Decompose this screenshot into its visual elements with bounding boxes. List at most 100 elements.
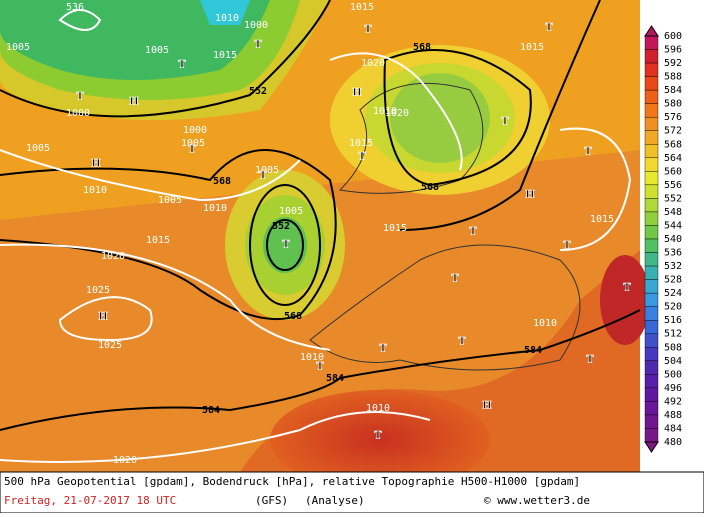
colorbar-label: 552	[664, 193, 682, 204]
colorbar-label: 480	[664, 437, 682, 448]
isoline-label: 536	[66, 2, 84, 13]
colorbar-label: 588	[664, 72, 682, 83]
isoline-label: 1015	[383, 223, 407, 234]
high-marker: H	[525, 190, 534, 201]
isoline-label: 552	[272, 221, 290, 232]
colorbar-band	[644, 265, 659, 280]
colorbar-label: 568	[664, 139, 682, 150]
colorbar-label: 592	[664, 58, 682, 69]
low-marker: T	[358, 152, 366, 163]
colorbar-label: 580	[664, 99, 682, 110]
isoline-label: 1015	[146, 235, 170, 246]
colorbar-label: 584	[664, 85, 682, 96]
isoline-label: 1005	[158, 195, 182, 206]
isoline-label: 1005	[279, 206, 303, 217]
isoline-label: 1005	[26, 143, 50, 154]
colorbar-label: 504	[664, 356, 682, 367]
low-marker: T	[364, 25, 372, 36]
isoline-label: 568	[284, 311, 302, 322]
isoline-label: 1000	[66, 108, 90, 119]
colorbar-band	[644, 414, 659, 429]
low-marker: T	[316, 362, 324, 373]
low-marker: T	[545, 23, 553, 34]
high-marker: H	[352, 88, 361, 99]
isoline-label: 1000	[244, 20, 268, 31]
map	[0, 0, 650, 490]
low-marker: T	[379, 344, 387, 355]
colorbar-band	[644, 49, 659, 64]
colorbar-band	[644, 401, 659, 416]
colorbar-label: 492	[664, 396, 682, 407]
isoline-label: 1015	[350, 2, 374, 13]
colorbar-band	[644, 103, 659, 118]
caption-date: Freitag, 21-07-2017 18 UTC	[4, 494, 176, 507]
colorbar-label: 524	[664, 288, 682, 299]
low-marker: T	[451, 274, 459, 285]
colorbar-label: 500	[664, 369, 682, 380]
colorbar-band	[644, 292, 659, 307]
caption-title: 500 hPa Geopotential [gpdam], Bodendruck…	[4, 475, 580, 488]
colorbar-label: 576	[664, 112, 682, 123]
low-marker: T	[586, 355, 594, 366]
colorbar-label: 596	[664, 45, 682, 56]
high-marker: H	[91, 159, 100, 170]
isoline-label: 1020	[385, 108, 409, 119]
low-marker: T	[584, 147, 592, 158]
isoline-label: 1015	[349, 138, 373, 149]
colorbar: 600 596 592 588 584 580 576 572 568 564 560 556 552 5…	[644, 25, 682, 453]
colorbar-band	[644, 130, 659, 145]
low-marker: T	[501, 117, 509, 128]
colorbar-label: 496	[664, 383, 682, 394]
low-marker: T	[282, 240, 290, 251]
low-marker: T	[76, 92, 84, 103]
isoline-label: 1010	[300, 352, 324, 363]
high-marker: H	[98, 312, 107, 323]
isoline-label: 568	[413, 42, 431, 53]
colorbar-band	[644, 306, 659, 321]
isoline-label: 1010	[373, 106, 397, 117]
isoline-label: 568	[421, 182, 439, 193]
isoline-label: 1020	[101, 251, 125, 262]
colorbar-label: 520	[664, 302, 682, 313]
isoline-label: 1010	[83, 185, 107, 196]
isoline-label: 584	[326, 373, 344, 384]
colorbar-label: 512	[664, 329, 682, 340]
low-marker: T	[458, 337, 466, 348]
colorbar-band	[644, 374, 659, 389]
isoline-label: 1005	[181, 138, 205, 149]
isoline-label: 1010	[366, 403, 390, 414]
colorbar-label: 540	[664, 234, 682, 245]
low-marker: T	[563, 241, 571, 252]
isoline-label: 1020	[113, 455, 137, 466]
isoline-label: 1005	[6, 42, 30, 53]
isoline-label: 584	[202, 405, 220, 416]
colorbar-band	[644, 347, 659, 361]
colorbar-band	[644, 184, 659, 199]
isoline-label: 552	[249, 86, 267, 97]
colorbar-label: 508	[664, 342, 682, 353]
colorbar-band	[644, 62, 659, 77]
colorbar-label: 556	[664, 180, 682, 191]
colorbar-label: 488	[664, 410, 682, 421]
isoline-label: 1005	[145, 45, 169, 56]
colorbar-cap	[644, 441, 659, 453]
low-marker: T	[254, 40, 262, 51]
low-marker: T	[178, 60, 186, 71]
colorbar-band	[644, 144, 659, 158]
colorbar-band	[644, 238, 659, 253]
colorbar-label: 572	[664, 126, 682, 137]
isoline-label: 1025	[86, 285, 110, 296]
isoline-label: 1015	[590, 214, 614, 225]
colorbar-band	[644, 252, 659, 267]
colorbar-band	[644, 198, 659, 213]
low-marker: T	[188, 145, 196, 156]
isoline-label: 1005	[255, 165, 279, 176]
colorbar-label: 484	[664, 423, 682, 434]
caption-box	[0, 471, 704, 514]
low-marker: T	[469, 227, 477, 238]
isoline-label: 1020	[361, 58, 385, 69]
colorbar-label: 560	[664, 166, 682, 177]
colorbar-band	[644, 89, 659, 104]
colorbar-band	[644, 211, 659, 226]
isoline-label: 1015	[213, 50, 237, 61]
